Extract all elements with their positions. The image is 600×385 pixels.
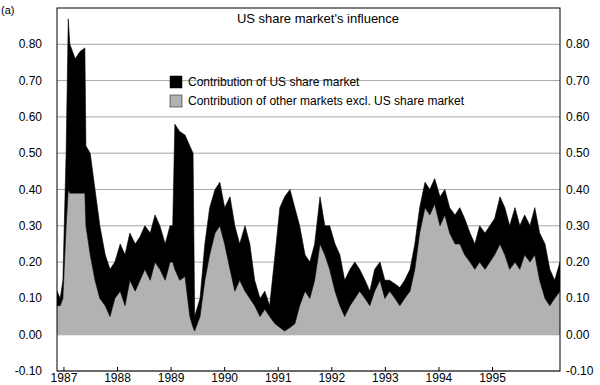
grid-line	[57, 189, 560, 190]
y2-tick-label: 0.40	[566, 183, 590, 197]
x-axis: 1987 1988 1989 1990 1991 1992 1993 1994 1995	[51, 367, 507, 385]
x-tick-label: 1988	[104, 371, 131, 385]
title: US share market's influence	[237, 11, 399, 26]
legend-label: Contribution of other markets excl. US s…	[188, 94, 465, 108]
y-tick-label: 0.20	[19, 255, 43, 269]
y2-tick-label: 0.00	[566, 328, 590, 342]
x-tick-label: 1995	[479, 371, 506, 385]
x-tick-label: 1994	[426, 371, 453, 385]
x-tick-label: 1990	[211, 371, 238, 385]
legend-swatch	[170, 76, 182, 88]
legend: Contribution of US share market Contribut…	[170, 75, 465, 108]
y2-tick-label: 0.30	[566, 219, 590, 233]
y2-tick-label: 0.50	[566, 146, 590, 160]
grid-line	[57, 225, 560, 226]
grid-line	[57, 44, 560, 45]
y2-tick-label: 0.70	[566, 74, 590, 88]
x-tick-label: 1993	[372, 371, 399, 385]
y-tick-label: 0.10	[19, 291, 43, 305]
y-tick-label: 0.60	[19, 110, 43, 124]
x-tick-label: 1989	[158, 371, 185, 385]
legend-swatch	[170, 95, 182, 107]
y-tick-label: 0.50	[19, 146, 43, 160]
y-tick-label: 0.40	[19, 183, 43, 197]
y2-tick-label: -0.10	[566, 364, 594, 378]
x-tick-label: 1991	[265, 371, 292, 385]
y-tick-label: 0.80	[19, 37, 43, 51]
legend-label: Contribution of US share market	[188, 75, 360, 89]
frame	[57, 8, 560, 371]
y-tick-label: 0.00	[19, 328, 43, 342]
y-axis: -0.10 -0.10 0.00 0.00 0.10 0.10 0.20 0.20 0.30 0.…	[15, 37, 594, 378]
grid-line	[57, 116, 560, 117]
x-tick-label: 1992	[318, 371, 345, 385]
x-tick-label: 1987	[51, 371, 78, 385]
y2-tick-label: 0.20	[566, 255, 590, 269]
grid	[57, 44, 560, 371]
y-tick-label: 0.70	[19, 74, 43, 88]
y-tick-label: -0.10	[15, 364, 43, 378]
chart: -0.10 -0.10 0.00 0.00 0.10 0.10 0.20 0.20 0.30 0.…	[0, 0, 600, 385]
y2-tick-label: 0.60	[566, 110, 590, 124]
y2-tick-label: 0.80	[566, 37, 590, 51]
areas	[57, 19, 560, 335]
area	[57, 19, 560, 331]
y2-tick-label: 0.10	[566, 291, 590, 305]
grid-line	[57, 153, 560, 154]
annotation: (a)	[1, 4, 14, 16]
y-tick-label: 0.30	[19, 219, 43, 233]
